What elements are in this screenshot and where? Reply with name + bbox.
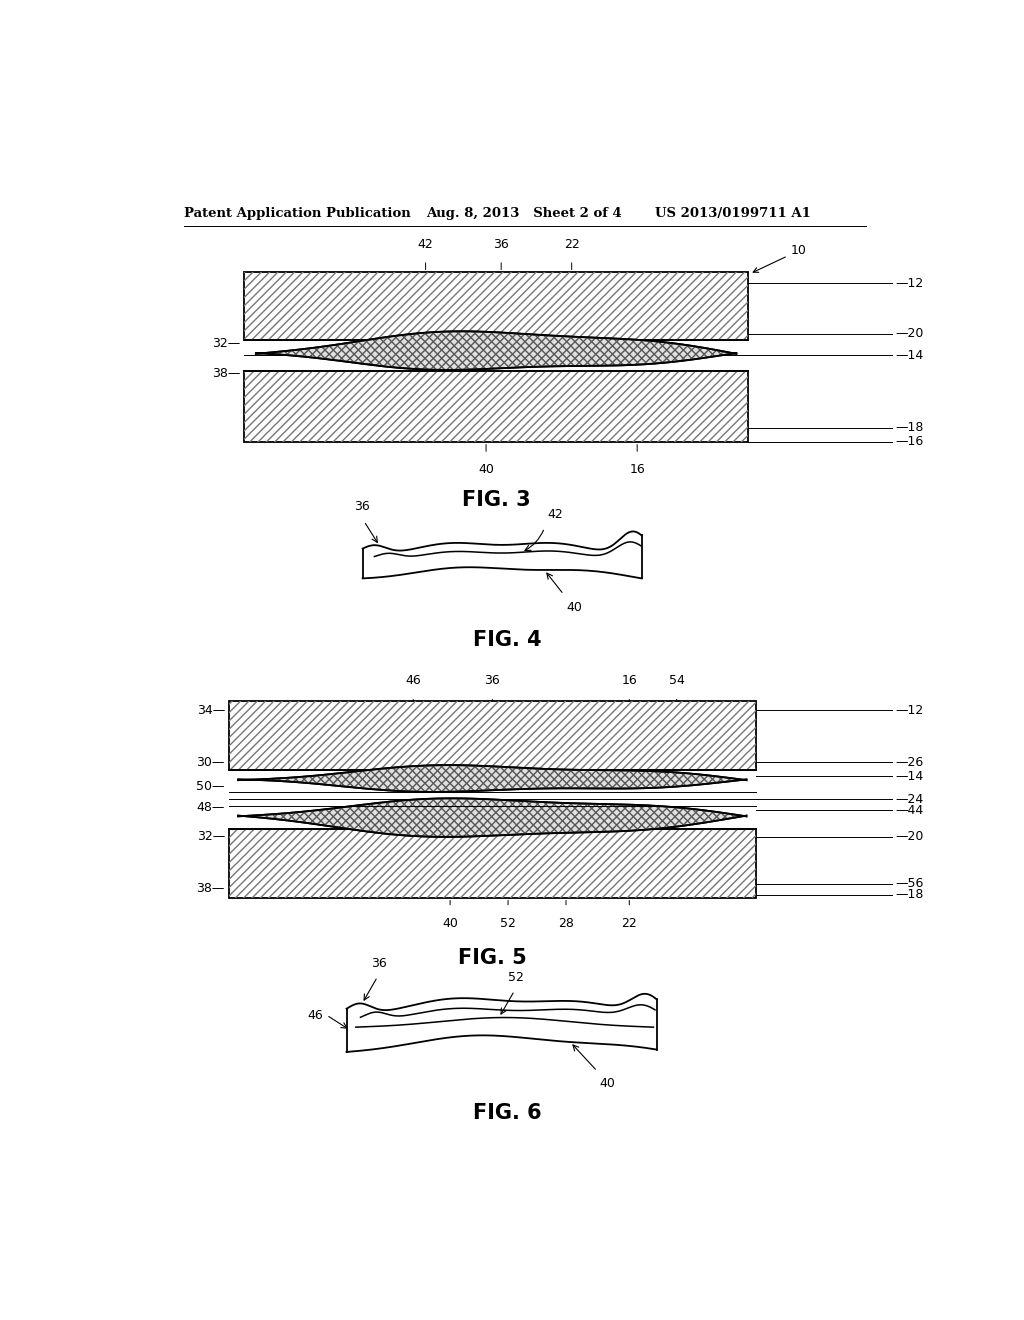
Text: 46: 46	[406, 675, 421, 688]
Text: 34—: 34—	[197, 704, 225, 717]
Text: 38—: 38—	[197, 882, 225, 895]
Text: —56: —56	[895, 878, 924, 890]
Text: 42: 42	[418, 238, 433, 251]
Text: 50—: 50—	[197, 780, 225, 793]
Text: —16: —16	[895, 436, 924, 449]
Text: 22: 22	[622, 917, 637, 929]
Text: —14: —14	[895, 770, 924, 783]
Text: 52: 52	[508, 970, 524, 983]
Text: FIG. 4: FIG. 4	[473, 631, 542, 651]
Bar	[228, 701, 756, 770]
Bar	[228, 701, 756, 770]
Text: —12: —12	[895, 704, 924, 717]
Bar	[228, 829, 756, 898]
Text: 30—: 30—	[197, 756, 225, 768]
Text: —20: —20	[895, 327, 924, 341]
Text: —44: —44	[895, 804, 924, 817]
Text: 36: 36	[494, 238, 509, 251]
Bar	[245, 371, 748, 442]
Text: 36: 36	[354, 500, 371, 513]
Text: —26: —26	[895, 756, 924, 768]
Text: 36: 36	[484, 675, 500, 688]
Text: 32—: 32—	[212, 337, 241, 350]
Text: 36: 36	[372, 957, 387, 970]
Text: —24: —24	[895, 793, 924, 807]
Text: 40: 40	[478, 463, 494, 477]
Text: 42: 42	[548, 508, 563, 521]
Bar	[245, 371, 748, 442]
Text: FIG. 5: FIG. 5	[458, 948, 526, 968]
Text: 38—: 38—	[212, 367, 241, 380]
Text: —18: —18	[895, 888, 924, 902]
Bar	[245, 272, 748, 341]
Text: 48—: 48—	[197, 801, 225, 813]
Text: 16: 16	[630, 463, 645, 477]
Text: 40: 40	[600, 1077, 615, 1090]
Text: FIG. 6: FIG. 6	[473, 1104, 542, 1123]
Text: US 2013/0199711 A1: US 2013/0199711 A1	[655, 207, 811, 220]
Bar	[245, 272, 748, 341]
Text: 22: 22	[564, 238, 580, 251]
Text: Aug. 8, 2013   Sheet 2 of 4: Aug. 8, 2013 Sheet 2 of 4	[426, 207, 623, 220]
Text: 16: 16	[622, 675, 637, 688]
Text: 28: 28	[558, 917, 574, 929]
Text: —20: —20	[895, 830, 924, 843]
Text: —12: —12	[895, 277, 924, 289]
Bar	[228, 829, 756, 898]
Text: 32—: 32—	[197, 830, 225, 843]
Text: FIG. 3: FIG. 3	[462, 490, 530, 510]
Polygon shape	[256, 331, 736, 370]
Text: 52: 52	[500, 917, 516, 929]
Text: 40: 40	[442, 917, 458, 929]
Text: 40: 40	[566, 601, 582, 614]
Text: 46: 46	[307, 1008, 324, 1022]
Text: —14: —14	[895, 348, 924, 362]
Text: 10: 10	[754, 244, 807, 272]
Text: 54: 54	[669, 675, 685, 688]
Polygon shape	[238, 766, 746, 792]
Text: Patent Application Publication: Patent Application Publication	[183, 207, 411, 220]
Text: —18: —18	[895, 421, 924, 434]
Polygon shape	[238, 799, 746, 837]
